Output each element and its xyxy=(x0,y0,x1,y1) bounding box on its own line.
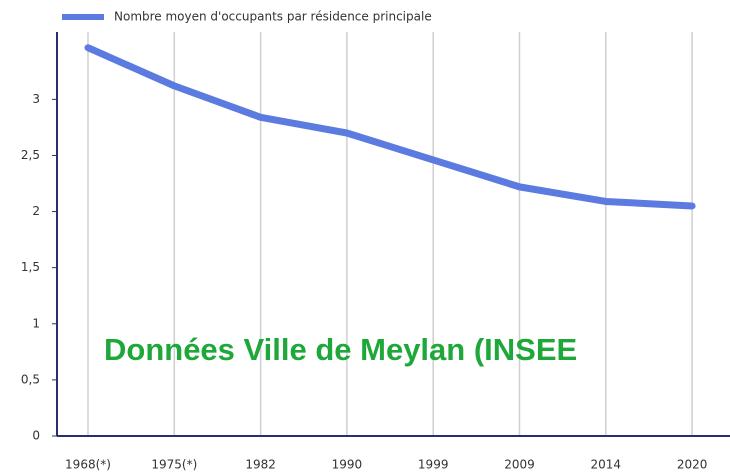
x-tick-label: 2009 xyxy=(504,458,535,472)
data-line xyxy=(84,44,696,210)
x-tick-label: 1968(*) xyxy=(65,458,111,472)
y-tick-label: 0 xyxy=(32,429,40,443)
x-tick-label: 2014 xyxy=(591,458,622,472)
legend-label: Nombre moyen d'occupants par résidence p… xyxy=(114,10,432,24)
annotation: Données Ville de Meylan (INSEE xyxy=(104,332,577,367)
y-tick-label: 1,5 xyxy=(21,260,40,274)
y-tick-label: 3 xyxy=(32,92,40,106)
x-tick-label: 1975(*) xyxy=(151,458,197,472)
y-tick-label: 2,5 xyxy=(21,148,40,162)
x-tick-label: 1999 xyxy=(418,458,449,472)
y-tick-label: 1 xyxy=(32,316,40,330)
x-tick-label: 1990 xyxy=(332,458,363,472)
y-tick-label: 2 xyxy=(32,204,40,218)
x-tick-label: 1982 xyxy=(245,458,276,472)
y-tick-label: 0,5 xyxy=(21,372,40,386)
x-tick-label: 2020 xyxy=(677,458,708,472)
